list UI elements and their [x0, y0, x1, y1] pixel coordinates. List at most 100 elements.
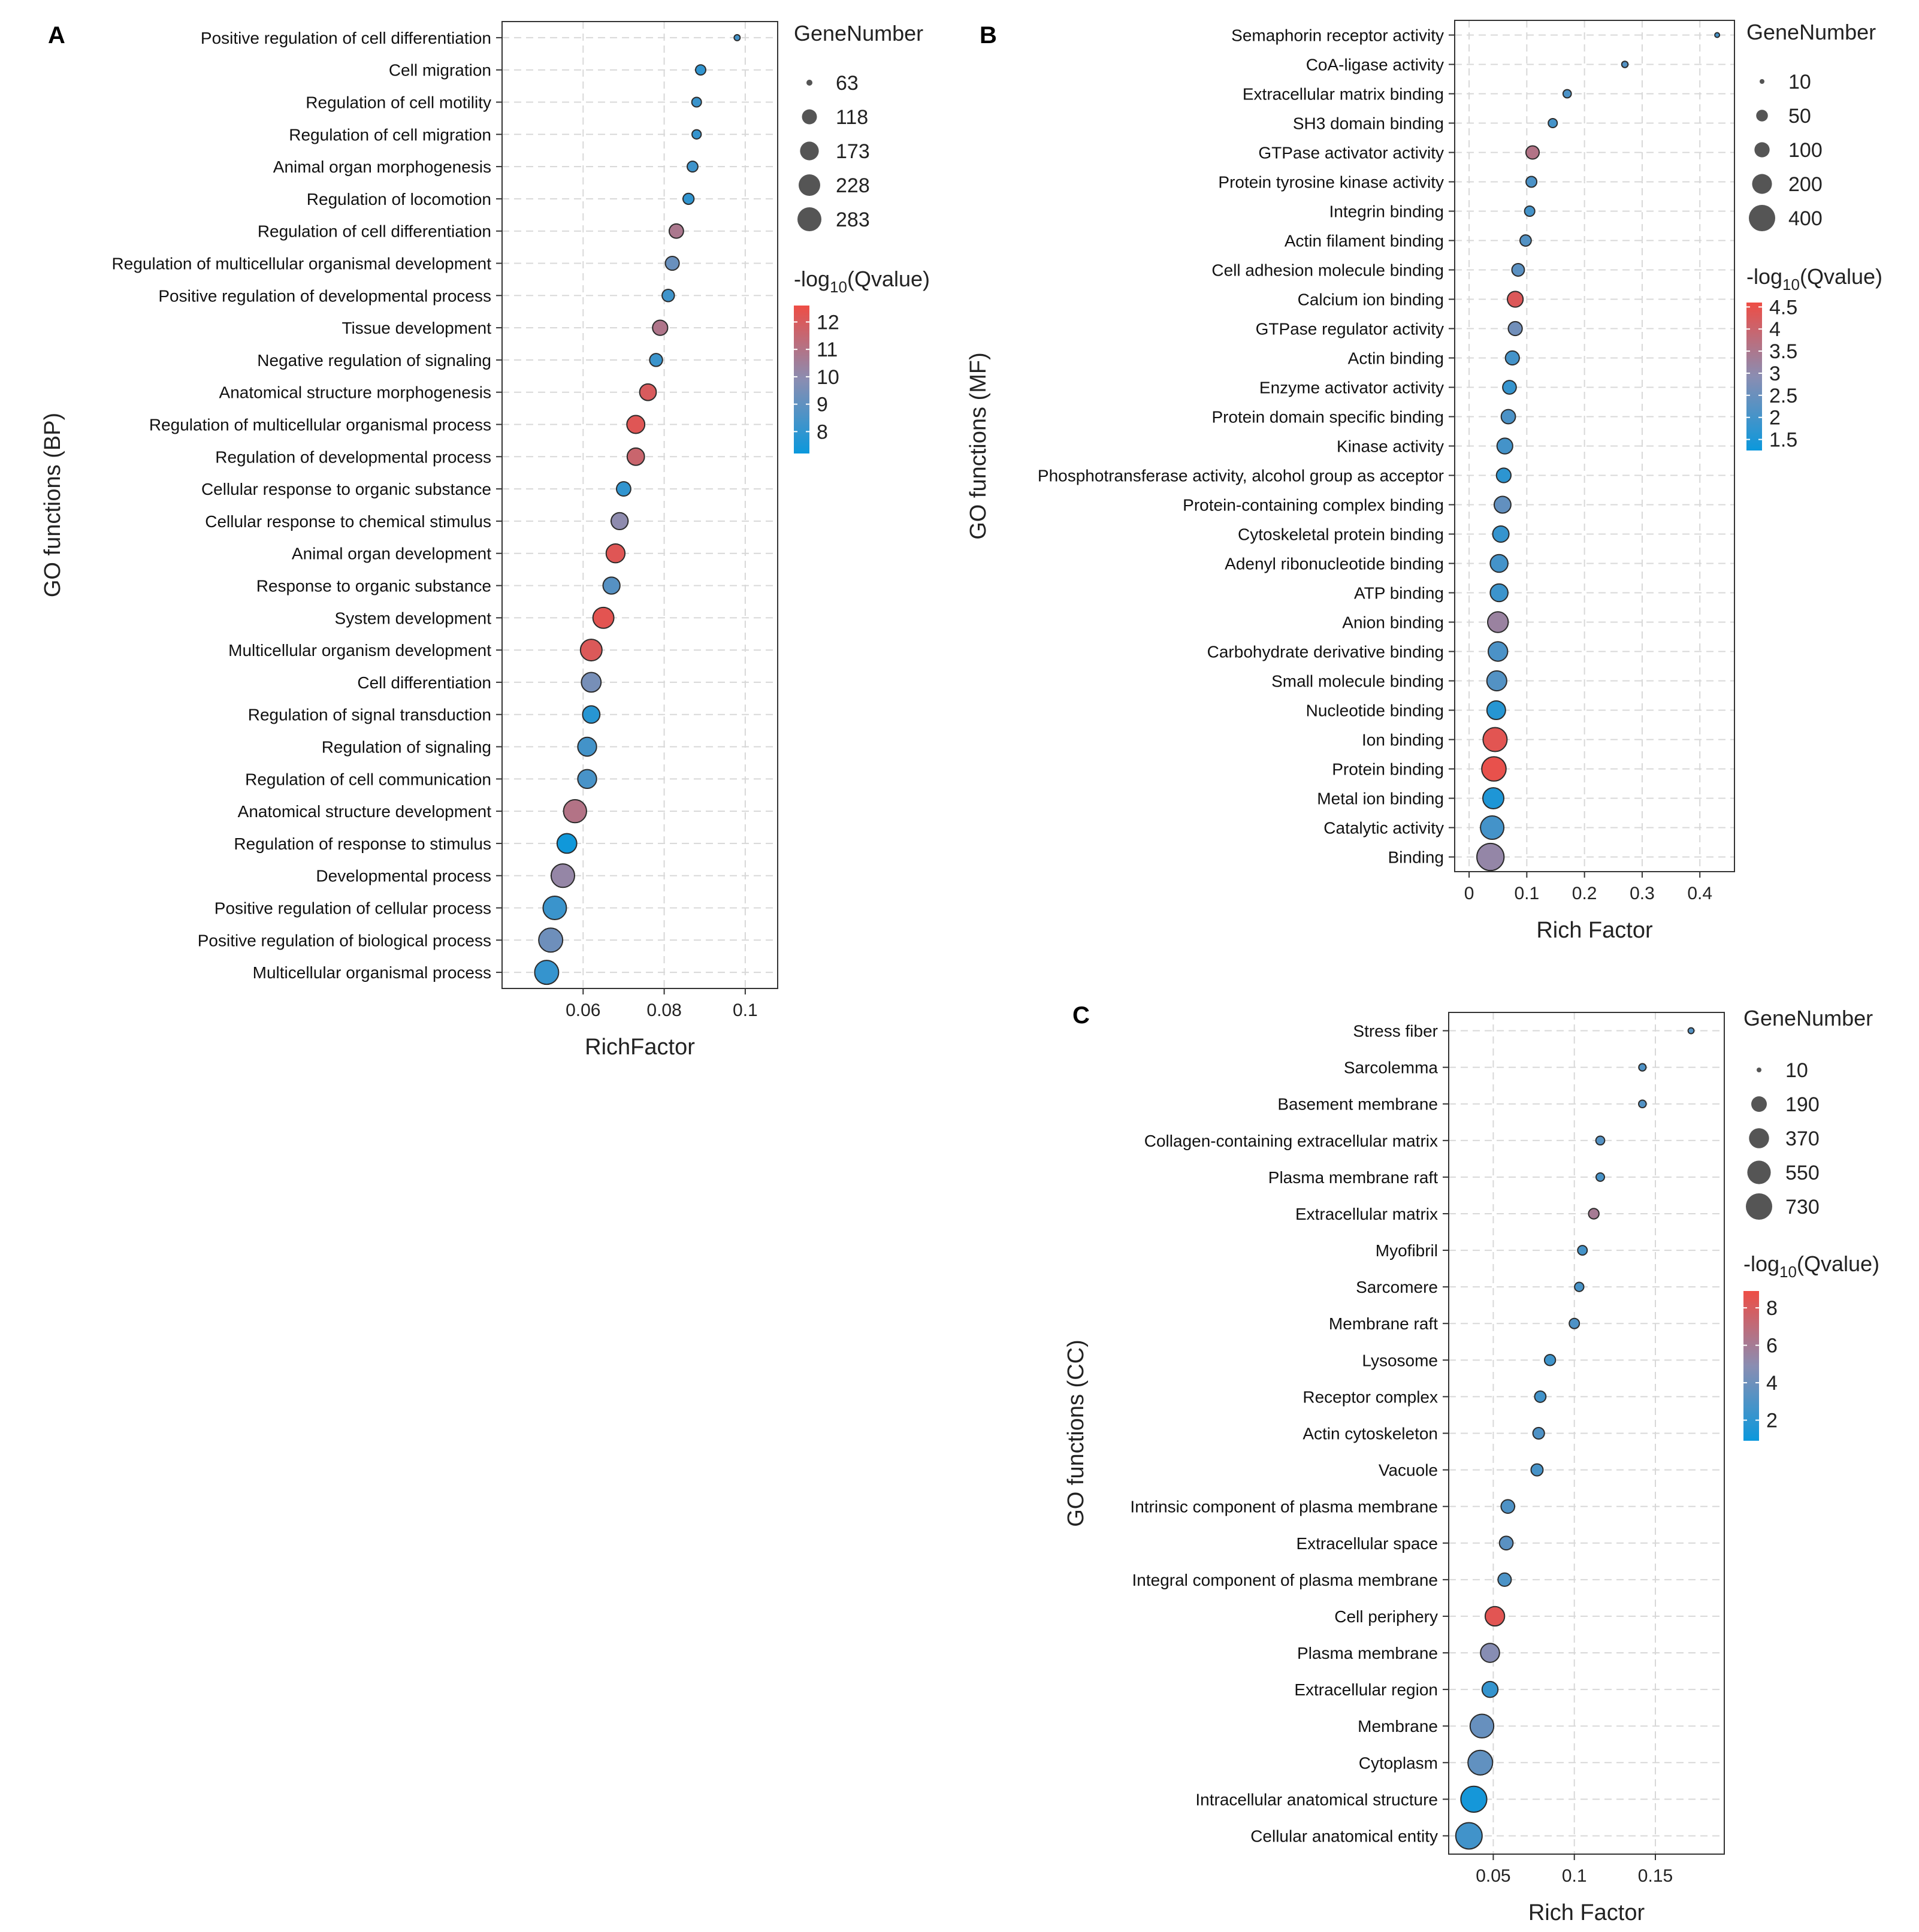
color-bar-tick-label-b: 4 [1769, 318, 1781, 341]
category-label-c: Membrane raft [1329, 1314, 1438, 1333]
category-label-c: Sarcomere [1356, 1278, 1438, 1296]
category-label-a: Regulation of cell motility [306, 93, 491, 112]
color-legend-title-subscript: 10 [1782, 276, 1800, 294]
data-point-a [694, 64, 706, 76]
category-label-a: Animal organ morphogenesis [273, 158, 491, 176]
category-label-a: Regulation of multicellular organismal p… [149, 416, 491, 434]
data-point-a [556, 833, 578, 854]
size-legend-title-a: GeneNumber [794, 21, 923, 46]
data-point-a [668, 223, 684, 239]
data-point-b [1487, 641, 1509, 662]
data-point-a [661, 289, 675, 303]
data-point-c [1481, 1680, 1499, 1698]
data-point-b [1482, 727, 1508, 752]
category-label-c: Cell periphery [1334, 1607, 1438, 1626]
size-legend-label-a: 283 [836, 208, 870, 231]
data-point-b [1525, 176, 1538, 188]
data-point-b [1519, 234, 1532, 247]
data-point-a [550, 863, 576, 888]
data-point-b [1548, 117, 1558, 129]
size-legend-label-c: 10 [1785, 1059, 1808, 1082]
category-label-b: Protein-containing complex binding [1183, 496, 1444, 515]
size-legend-dot-a [799, 174, 820, 196]
category-label-a: Anatomical structure development [238, 802, 492, 821]
data-point-a [616, 481, 631, 497]
size-legend-dot-c [1747, 1160, 1771, 1184]
category-label-b: Cytoskeletal protein binding [1238, 525, 1444, 544]
data-point-b [1486, 670, 1507, 692]
data-point-c [1687, 1027, 1695, 1035]
category-label-a: Regulation of locomotion [307, 190, 491, 208]
category-label-a: Positive regulation of biological proces… [198, 931, 491, 950]
category-label-a: System development [335, 609, 492, 627]
size-legend-label-a: 63 [836, 72, 859, 95]
data-point-a [592, 606, 615, 629]
color-bar-tick-label-b: 1.5 [1769, 429, 1797, 452]
data-point-c [1577, 1245, 1588, 1256]
data-point-b [1621, 61, 1629, 68]
data-point-c [1588, 1208, 1600, 1220]
x-tick-label-b: 0.3 [1630, 884, 1655, 903]
data-point-c [1532, 1426, 1545, 1440]
panel-letter-b: B [980, 22, 997, 49]
x-tick-label-a: 0.1 [733, 1000, 758, 1020]
data-point-c [1480, 1643, 1500, 1663]
panel-c-cc-dotplot: C Stress fiber Sarcolemma Basement membrane… [1063, 1002, 1879, 1925]
size-legend-label-a: 118 [836, 106, 868, 129]
data-point-c [1595, 1135, 1606, 1146]
category-label-b: Ion binding [1362, 731, 1444, 749]
data-point-a [733, 34, 741, 41]
category-label-b: Anion binding [1342, 613, 1444, 632]
category-label-a: Regulation of signal transduction [248, 706, 491, 724]
color-legend-title-prefix: -log [1746, 264, 1782, 289]
data-point-c [1530, 1463, 1544, 1477]
data-point-b [1481, 756, 1507, 782]
data-point-c [1574, 1281, 1585, 1292]
size-legend-label-c: 190 [1785, 1093, 1820, 1116]
category-label-b: Protein binding [1332, 760, 1444, 779]
size-legend-label-b: 200 [1788, 173, 1823, 196]
category-label-b: CoA-ligase activity [1306, 56, 1444, 74]
x-tick-label-c: 0.05 [1476, 1866, 1510, 1886]
color-bar-b [1746, 303, 1762, 451]
color-legend-title-prefix: -log [1743, 1251, 1779, 1276]
data-point-c [1638, 1063, 1647, 1072]
category-label-b: Catalytic activity [1323, 819, 1444, 837]
category-label-b: Carbohydrate derivative binding [1207, 643, 1444, 661]
category-label-b: Metal ion binding [1317, 790, 1444, 808]
category-label-a: Positive regulation of cellular process [214, 899, 491, 918]
size-legend-dot-b [1752, 174, 1772, 194]
data-point-b [1486, 700, 1506, 721]
y-axis-title-c: GO functions (CC) [1063, 1340, 1089, 1527]
data-point-c [1638, 1099, 1647, 1109]
category-label-c: Sarcolemma [1344, 1059, 1439, 1077]
data-point-b [1492, 525, 1510, 543]
data-point-a [582, 705, 601, 724]
category-label-a: Anatomical structure morphogenesis [219, 383, 491, 402]
category-label-c: Vacuole [1379, 1461, 1438, 1480]
data-point-c [1497, 1572, 1512, 1587]
color-bar-tick-label-a: 9 [817, 394, 828, 416]
color-bar-tick-label-b: 2.5 [1769, 385, 1797, 407]
size-legend-dot-a [802, 109, 817, 125]
category-label-c: Extracellular space [1296, 1534, 1438, 1553]
category-label-b: Semaphorin receptor activity [1231, 26, 1444, 45]
data-point-a [563, 799, 587, 824]
data-point-a [626, 447, 645, 466]
x-tick-label-c: 0.1 [1562, 1866, 1587, 1886]
size-legend-dot-c [1749, 1128, 1769, 1148]
data-point-b [1525, 145, 1540, 160]
category-label-a: Animal organ development [292, 545, 491, 563]
category-label-c: Cellular anatomical entity [1250, 1827, 1438, 1845]
color-legend-title-c: -log10(Qvalue) [1743, 1251, 1879, 1281]
data-point-b [1489, 583, 1509, 603]
color-bar-tick-label-b: 4.5 [1769, 296, 1797, 319]
data-point-b [1506, 291, 1524, 308]
color-legend-title-prefix: -log [794, 267, 830, 291]
category-label-b: Integrin binding [1329, 202, 1444, 221]
color-bar-tick-label-b: 3.5 [1769, 340, 1797, 363]
category-label-c: Intracellular anatomical structure [1195, 1790, 1438, 1809]
x-axis-title-b: Rich Factor [1536, 918, 1653, 943]
